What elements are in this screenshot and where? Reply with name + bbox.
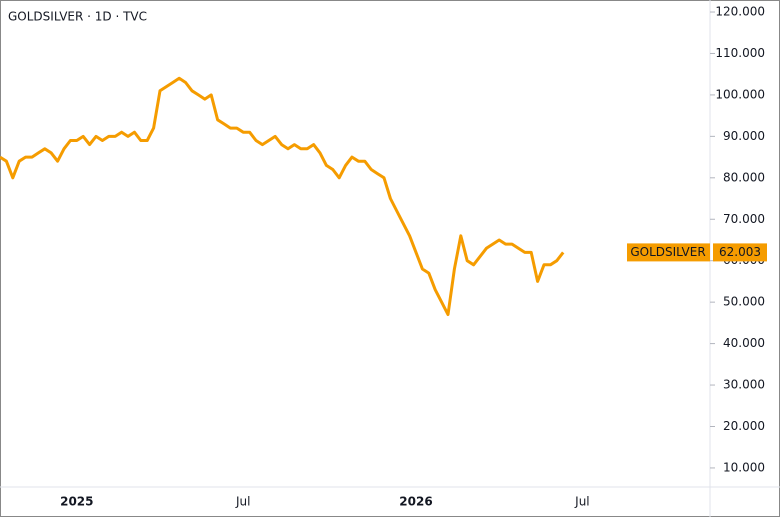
symbol-label-box [627, 243, 710, 262]
y-tick-label: 20.000 [723, 419, 765, 433]
x-tick-label: Jul [235, 495, 250, 509]
y-tick-label: 120.000 [715, 5, 765, 19]
y-tick-label: 90.000 [723, 129, 765, 143]
y-tick-label: 100.000 [715, 87, 765, 101]
y-tick-label: 110.000 [715, 46, 765, 60]
y-tick-label: 10.000 [723, 460, 765, 474]
x-tick-label: 2026 [399, 495, 432, 509]
price-line [0, 76, 565, 317]
symbol-label: GOLDSILVER [630, 245, 705, 259]
y-tick-label: 50.000 [723, 295, 765, 309]
last-price-label: 62.003 [719, 245, 761, 259]
last-price-box [713, 243, 767, 262]
y-tick-label: 80.000 [723, 170, 765, 184]
x-tick-label: Jul [574, 495, 589, 509]
x-tick-label: 2025 [60, 495, 93, 509]
chart-title: GOLDSILVER · 1D · TVC [8, 10, 147, 24]
y-tick-label: 40.000 [723, 336, 765, 350]
y-tick-label: 30.000 [723, 378, 765, 392]
y-tick-label: 70.000 [723, 212, 765, 226]
